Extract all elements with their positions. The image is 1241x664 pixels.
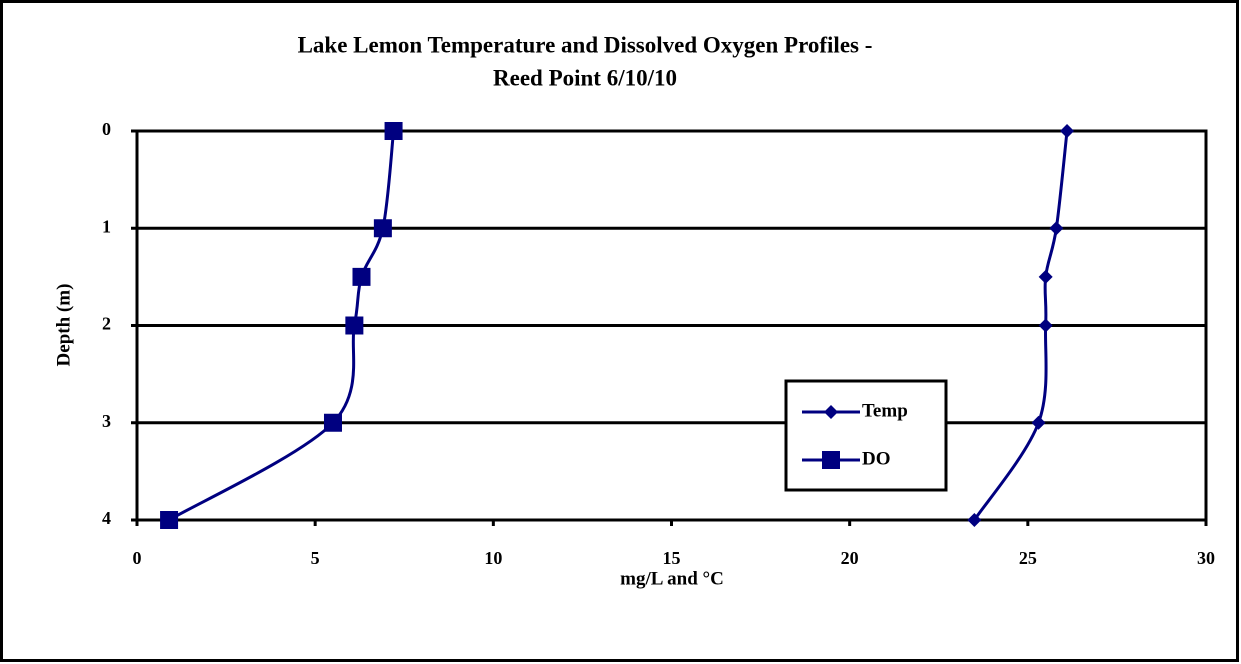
marker	[1049, 221, 1064, 236]
marker	[1038, 318, 1053, 333]
chart-title: Lake Lemon Temperature and Dissolved Oxy…	[298, 32, 873, 57]
x-tick-label: 15	[663, 548, 681, 568]
x-tick-label: 0	[133, 548, 142, 568]
x-tick-label: 5	[311, 548, 320, 568]
legend	[784, 379, 948, 492]
chart-subtitle: Reed Point 6/10/10	[493, 65, 677, 90]
y-tick-label: 3	[102, 411, 111, 431]
y-tick-label: 4	[102, 508, 111, 528]
y-axis-label: Depth (m)	[53, 284, 74, 367]
marker	[1031, 415, 1046, 430]
marker	[345, 316, 364, 335]
marker	[373, 219, 392, 238]
legend-marker	[822, 451, 840, 469]
marker	[1038, 269, 1053, 284]
y-tick-label: 0	[102, 119, 111, 139]
x-tick-label: 30	[1197, 548, 1215, 568]
marker	[967, 513, 982, 527]
x-tick-label: 25	[1019, 548, 1037, 568]
legend-marker	[824, 405, 838, 419]
marker	[1060, 124, 1075, 138]
y-tick-label: 2	[102, 314, 111, 334]
legend-label: DO	[862, 448, 891, 469]
series-line	[973, 130, 1069, 521]
x-tick-label: 20	[841, 548, 859, 568]
y-tick-label: 1	[102, 216, 111, 236]
x-tick-label: 10	[484, 548, 502, 568]
legend-label: Temp	[862, 400, 908, 421]
x-axis-label: mg/L and °C	[620, 568, 724, 589]
marker	[323, 413, 342, 432]
marker	[160, 511, 179, 529]
marker	[384, 122, 403, 140]
marker	[352, 267, 371, 286]
